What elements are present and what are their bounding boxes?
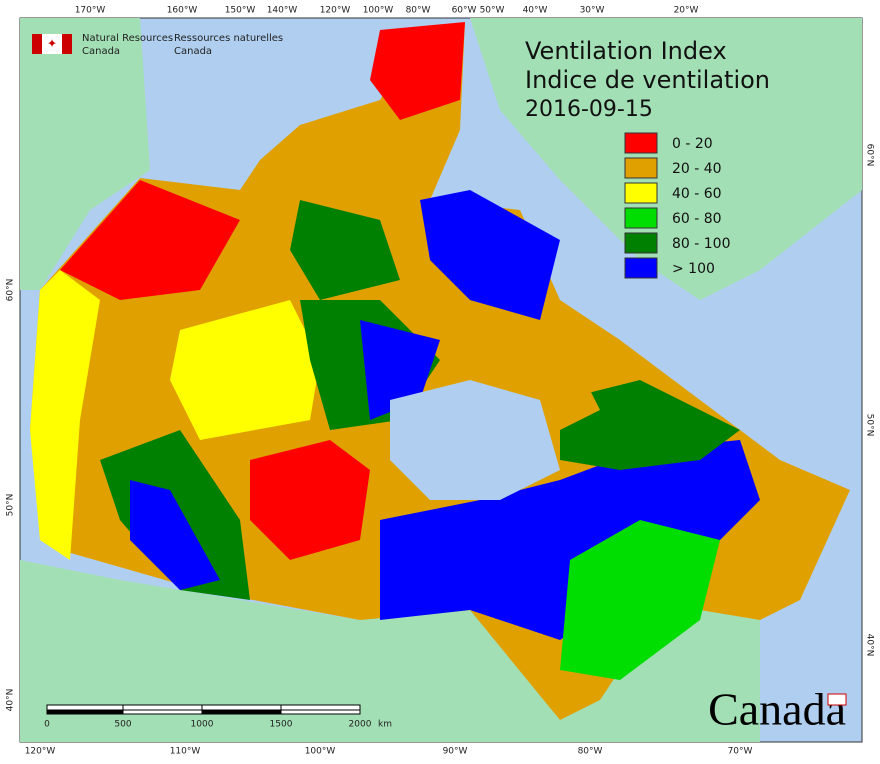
wordmark: Canada <box>708 684 846 735</box>
scale-segment <box>201 709 282 715</box>
flag-leaf: ✦ <box>47 37 57 51</box>
region <box>130 480 220 590</box>
lon-label: 40°W <box>523 6 548 16</box>
scale-label: 0 <box>44 720 50 730</box>
region <box>530 370 600 430</box>
region <box>560 520 720 680</box>
legend-label: 80 - 100 <box>672 236 731 252</box>
legend-label: 20 - 40 <box>672 161 722 177</box>
legend-swatch <box>624 257 658 279</box>
lon-label: 100°W <box>305 747 336 757</box>
region <box>290 200 400 300</box>
region <box>560 380 740 470</box>
lat-label: 60°N <box>6 279 16 302</box>
date: 2016-09-15 <box>525 97 653 122</box>
wordmark-flag <box>827 693 847 706</box>
legend-label: > 100 <box>672 261 715 277</box>
scale-segment <box>46 709 124 715</box>
legend-label: 60 - 80 <box>672 211 722 227</box>
lon-label: 50°W <box>480 6 505 16</box>
region <box>60 180 240 300</box>
scale-segment <box>122 704 203 711</box>
subtitle: Indice de ventilation <box>525 66 770 94</box>
org-fr: Ressources naturelles <box>174 33 283 44</box>
lon-label: 160°W <box>167 6 198 16</box>
scale-segment <box>280 704 361 711</box>
hudson-bay <box>390 380 560 500</box>
region <box>250 440 370 560</box>
lat-label: 50°N <box>6 494 16 517</box>
scale-segment <box>280 709 361 715</box>
flag-bar <box>62 34 72 54</box>
region <box>370 22 465 120</box>
scale-label: 1000 <box>191 720 214 730</box>
annotations: 0 - 20 20 - 40 40 - 60 60 - 80 80 - 100 > 100… <box>6 6 875 757</box>
org-en: Natural Resources <box>82 33 173 44</box>
lat-label: 40°N <box>6 689 16 712</box>
lon-label: 150°W <box>225 6 256 16</box>
scale-unit: km <box>378 720 392 730</box>
scale-label: 1500 <box>270 720 293 730</box>
legend-swatch <box>624 182 658 204</box>
region <box>380 440 760 640</box>
region <box>30 270 100 560</box>
lon-label: 90°W <box>443 747 468 757</box>
lon-label: 120°W <box>25 747 56 757</box>
region <box>420 190 560 320</box>
lat-label: 60°N <box>865 144 875 167</box>
lon-label: 80°W <box>406 6 431 16</box>
lon-label: 100°W <box>363 6 394 16</box>
scale-segment <box>46 704 124 711</box>
title: Ventilation Index <box>525 37 727 65</box>
legend-swatch <box>624 132 658 154</box>
lon-label: 70°W <box>728 747 753 757</box>
lon-label: 60°W <box>452 6 477 16</box>
scale-segment <box>201 704 282 711</box>
legend-swatch <box>624 157 658 179</box>
org-en: Canada <box>82 46 120 57</box>
lon-label: 120°W <box>320 6 351 16</box>
lon-label: 140°W <box>267 6 298 16</box>
lat-label: 40°N <box>865 634 875 657</box>
org-fr: Canada <box>174 46 212 57</box>
legend-swatch <box>624 207 658 229</box>
lon-label: 30°W <box>580 6 605 16</box>
scale-label: 2000 <box>349 720 372 730</box>
lon-label: 20°W <box>674 6 699 16</box>
flag-bar <box>32 34 42 54</box>
lon-label: 110°W <box>170 747 201 757</box>
legend-swatch <box>624 232 658 254</box>
scale-label: 500 <box>114 720 131 730</box>
region <box>170 300 320 440</box>
alaska <box>20 18 150 290</box>
lon-label: 80°W <box>578 747 603 757</box>
scale-segment <box>122 709 203 715</box>
lon-label: 170°W <box>75 6 106 16</box>
flag-field <box>42 34 62 54</box>
lat-label: 50°N <box>865 414 875 437</box>
legend-label: 40 - 60 <box>672 186 722 202</box>
legend-label: 0 - 20 <box>672 136 713 152</box>
greenland <box>470 18 862 300</box>
